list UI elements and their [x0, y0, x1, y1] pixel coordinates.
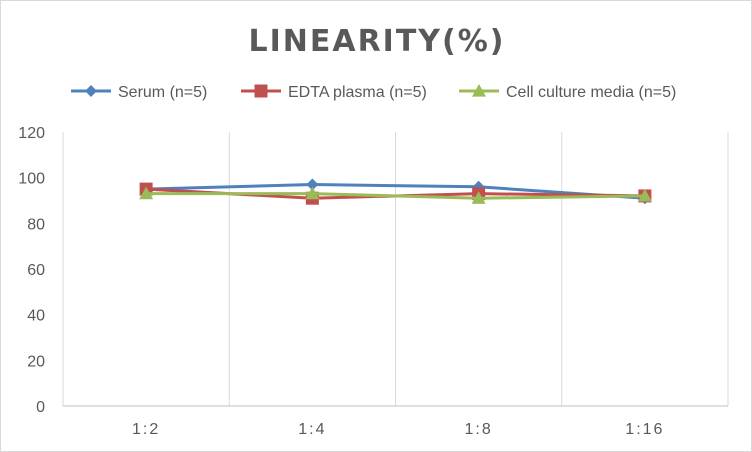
data-point: [139, 186, 154, 200]
legend: Serum (n=5) EDTA plasma (n=5) Cell culture…: [71, 84, 676, 101]
series-3: [139, 186, 652, 204]
series-line: [146, 192, 645, 200]
legend-item: Cell culture media (n=5): [459, 84, 676, 101]
legend-marker: [85, 85, 97, 97]
legend-marker: [254, 84, 268, 98]
y-tick-label: 80: [27, 216, 45, 233]
legend-item: Serum (n=5): [71, 84, 207, 101]
data-point: [306, 178, 319, 191]
grid-lines: [62, 132, 729, 407]
legend-label: Cell culture media (n=5): [506, 84, 676, 101]
legend-label: EDTA plasma (n=5): [288, 84, 427, 101]
x-axis: 1:2 1:4 1:8 1:16: [132, 421, 664, 438]
y-tick-label: 100: [18, 171, 45, 188]
legend-label: Serum (n=5): [118, 84, 207, 101]
x-tick-label: 1:16: [625, 421, 664, 438]
y-tick-label: 60: [27, 262, 45, 279]
data-point: [305, 186, 320, 200]
series-line: [146, 183, 645, 200]
legend-marker: [472, 84, 486, 97]
y-axis: 0 20 40 60 80 100 120: [18, 125, 45, 416]
y-tick-label: 120: [18, 125, 45, 142]
y-tick-label: 20: [27, 353, 45, 370]
x-tick-label: 1:4: [298, 421, 326, 438]
chart-title: LINEARITY(%): [248, 24, 505, 59]
data-point: [637, 188, 652, 202]
data-point: [471, 191, 486, 204]
y-tick-label: 0: [36, 399, 45, 416]
x-tick-label: 1:2: [132, 421, 160, 438]
x-tick-label: 1:8: [465, 421, 493, 438]
series-group: [139, 178, 652, 205]
y-tick-label: 40: [27, 308, 45, 325]
legend-item: EDTA plasma (n=5): [241, 84, 427, 101]
